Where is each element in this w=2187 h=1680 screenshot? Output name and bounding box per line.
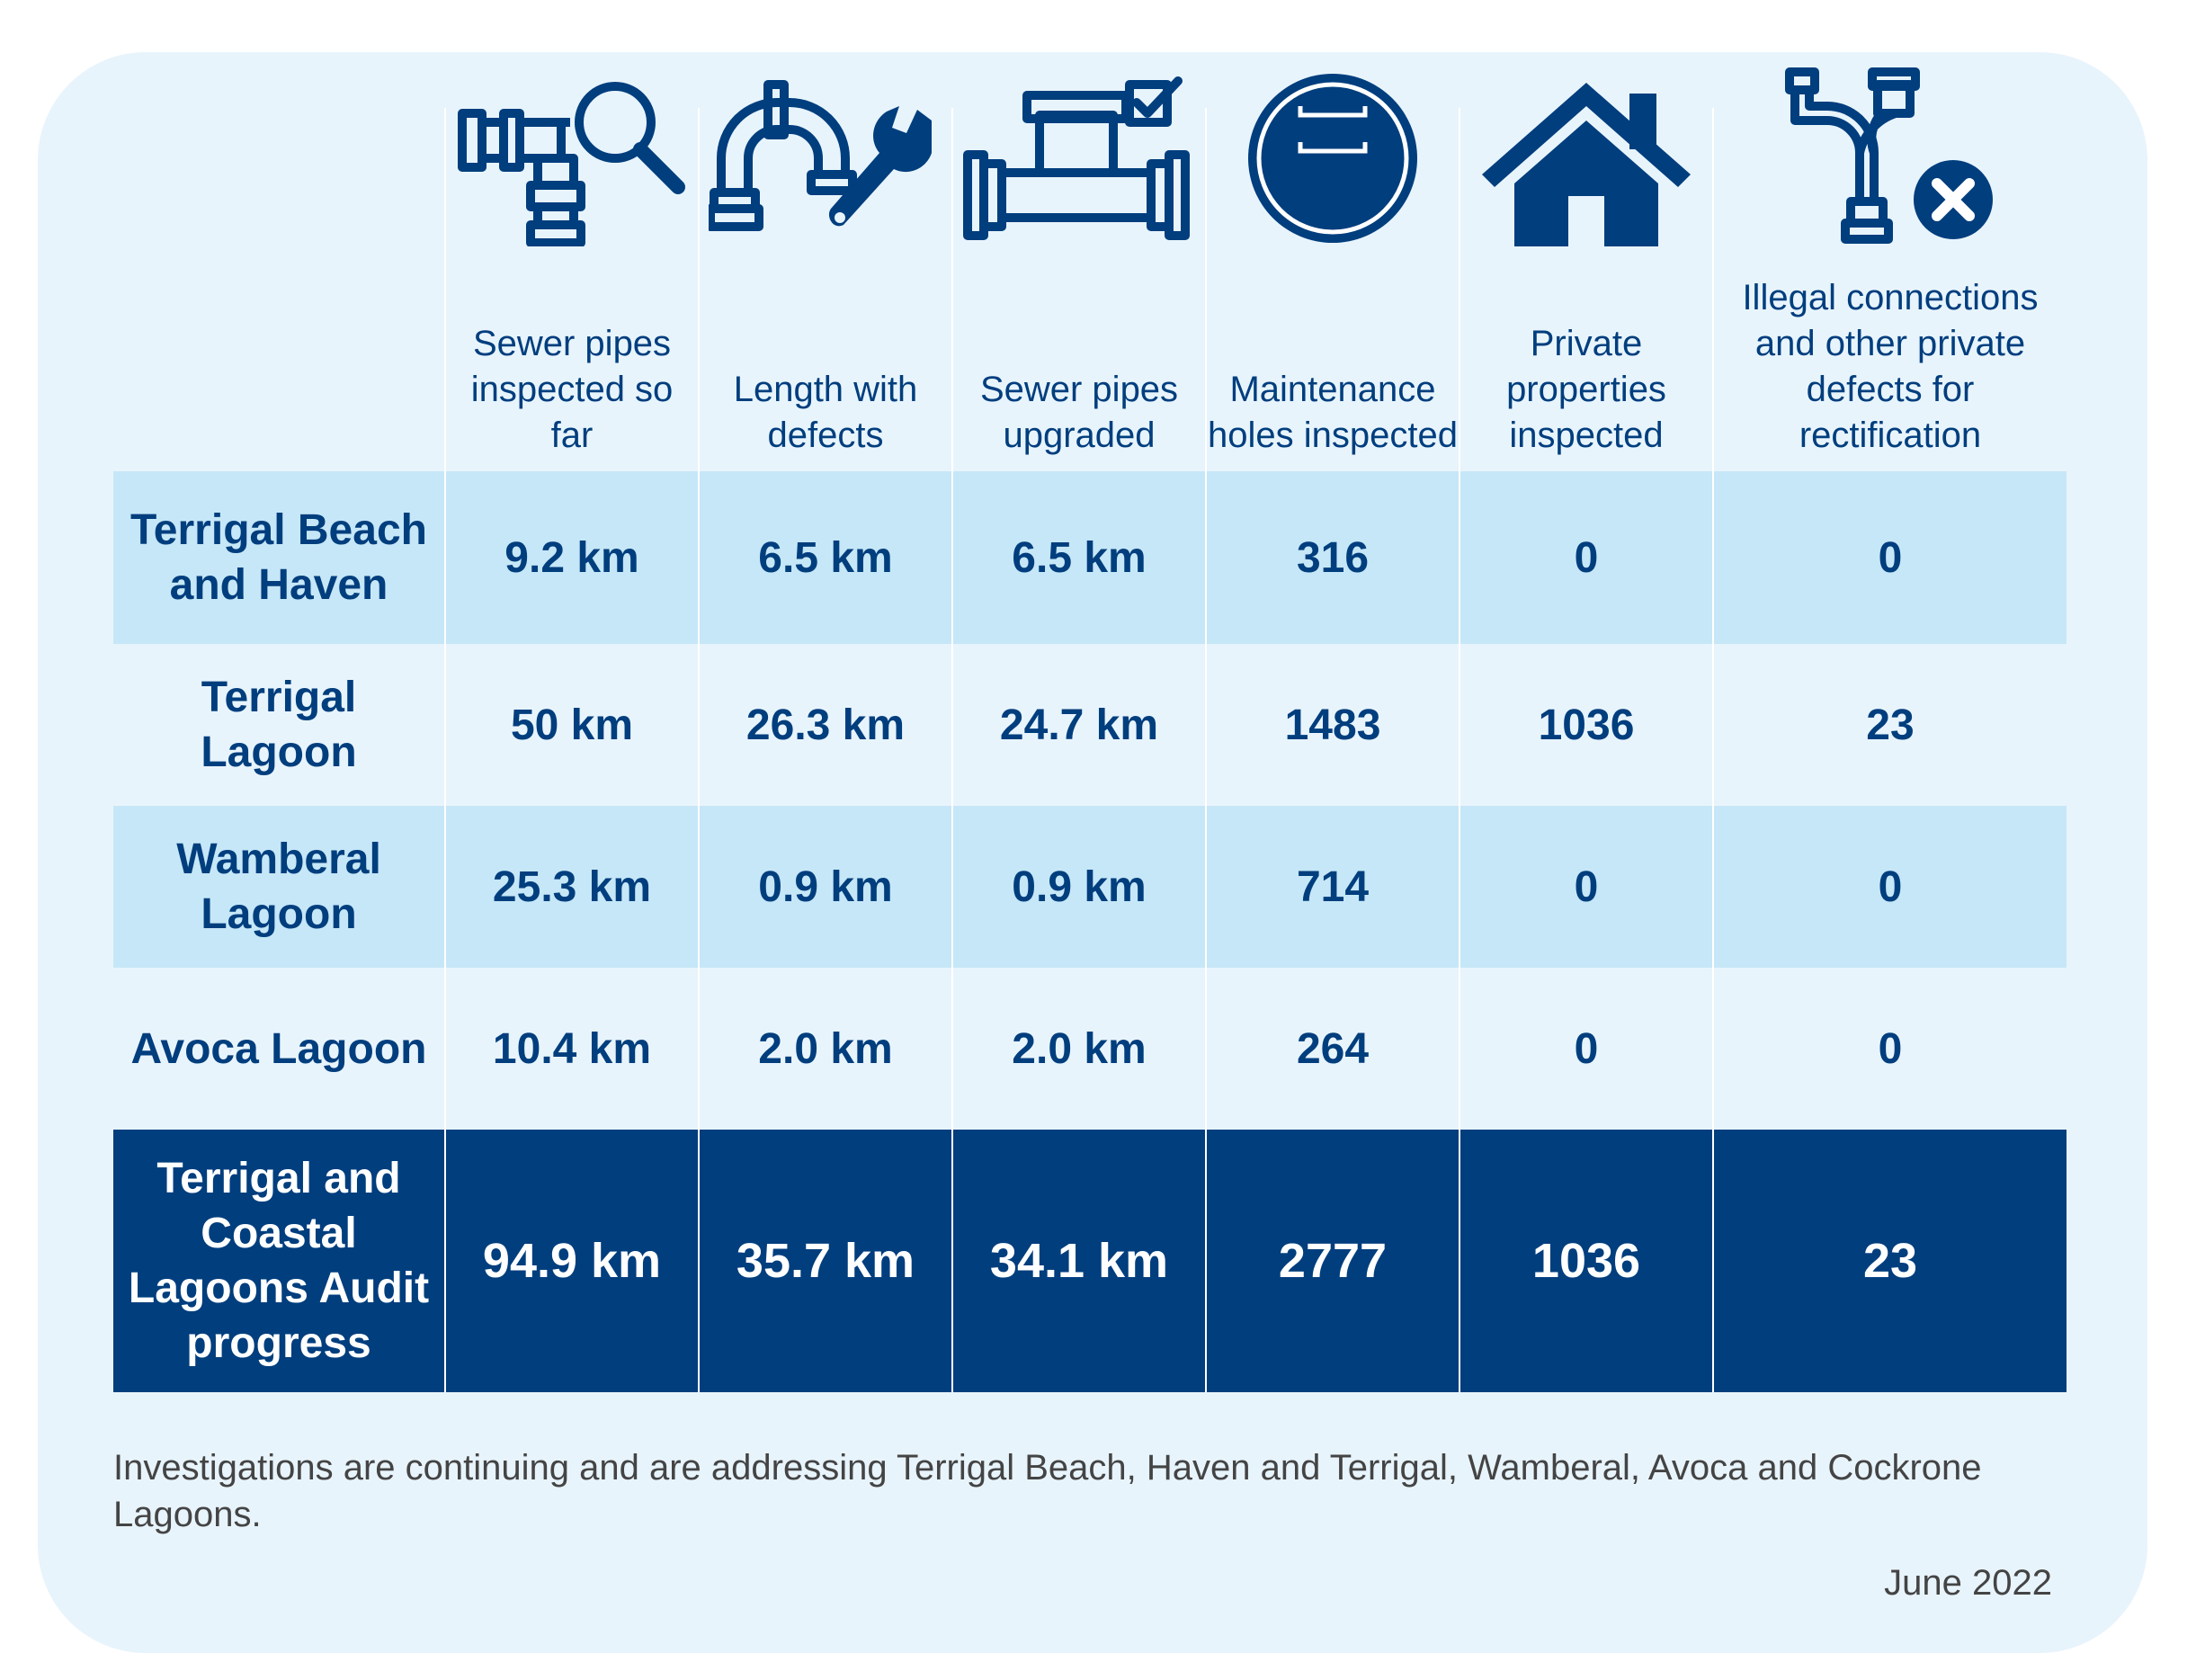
table-cell: 0 [1712,968,2066,1130]
table-cell: 6.5 km [698,471,951,644]
table-cell: 0.9 km [698,806,951,968]
footnote: Investigations are continuing and are ad… [113,1448,1982,1534]
maintenance-hole-icon [1245,74,1421,246]
table-cell: 316 [1205,471,1459,644]
column-label: Private properties inspected [1506,324,1666,455]
table-cell: 2.0 km [698,968,951,1130]
table-cell: 1483 [1205,644,1459,806]
table-cell: 10.4 km [444,968,698,1130]
table-cell: 0 [1712,471,2066,644]
column-label: Sewer pipes inspected so far [470,324,674,455]
total-cell: 34.1 km [951,1130,1205,1392]
date-label: June 2022 [1884,1563,2052,1603]
column-header-holes-inspected: Maintenance holes inspected [1205,74,1459,471]
column-header-pipes-inspected: Sewer pipes inspected so far [444,82,698,471]
table-cell: 23 [1712,644,2066,806]
table-cell: 25.3 km [444,806,698,968]
table-cell: 9.2 km [444,471,698,644]
table-cell: 0.9 km [951,806,1205,968]
row-label: Wamberal Lagoon [113,806,444,968]
column-label: Sewer pipes upgraded [979,370,1179,455]
audit-progress-table: Sewer pipes inspected so far Length with… [113,67,2066,1392]
house-icon [1478,76,1694,246]
table-cell: 0 [1459,471,1712,644]
pipe-wrench-icon [709,76,942,246]
table-cell: 0 [1712,806,2066,968]
row-label: Terrigal Lagoon [113,644,444,806]
table-cell: 26.3 km [698,644,951,806]
header-corner [113,108,444,471]
total-cell: 94.9 km [444,1130,698,1392]
table-cell: 6.5 km [951,471,1205,644]
column-label: Illegal connections and other private de… [1742,278,2039,455]
table-cell: 0 [1459,968,1712,1130]
pipe-checkbox-icon [962,76,1196,246]
total-cell: 2777 [1205,1130,1459,1392]
row-label: Terrigal Beach and Haven [113,471,444,644]
total-row-label: Terrigal and Coastal Lagoons Audit progr… [113,1130,444,1392]
table-cell: 0 [1459,806,1712,968]
table-cell: 264 [1205,968,1459,1130]
column-label: Length with defects [733,370,918,455]
column-label: Maintenance holes inspected [1208,370,1458,455]
table-cell: 24.7 km [951,644,1205,806]
total-cell: 1036 [1459,1130,1712,1392]
column-header-length-defects: Length with defects [698,80,951,471]
total-cell: 23 [1712,1130,2066,1392]
table-cell: 50 km [444,644,698,806]
table-cell: 2.0 km [951,968,1205,1130]
total-cell: 35.7 km [698,1130,951,1392]
column-header-illegal-connections: Illegal connections and other private de… [1712,67,2066,471]
column-header-properties-inspected: Private properties inspected [1459,83,1712,471]
pipe-x-icon [1782,67,1998,246]
table-cell: 714 [1205,806,1459,968]
pipe-magnifier-icon [455,76,689,246]
column-header-pipes-upgraded: Sewer pipes upgraded [951,76,1205,471]
row-label: Avoca Lagoon [113,968,444,1130]
table-cell: 1036 [1459,644,1712,806]
